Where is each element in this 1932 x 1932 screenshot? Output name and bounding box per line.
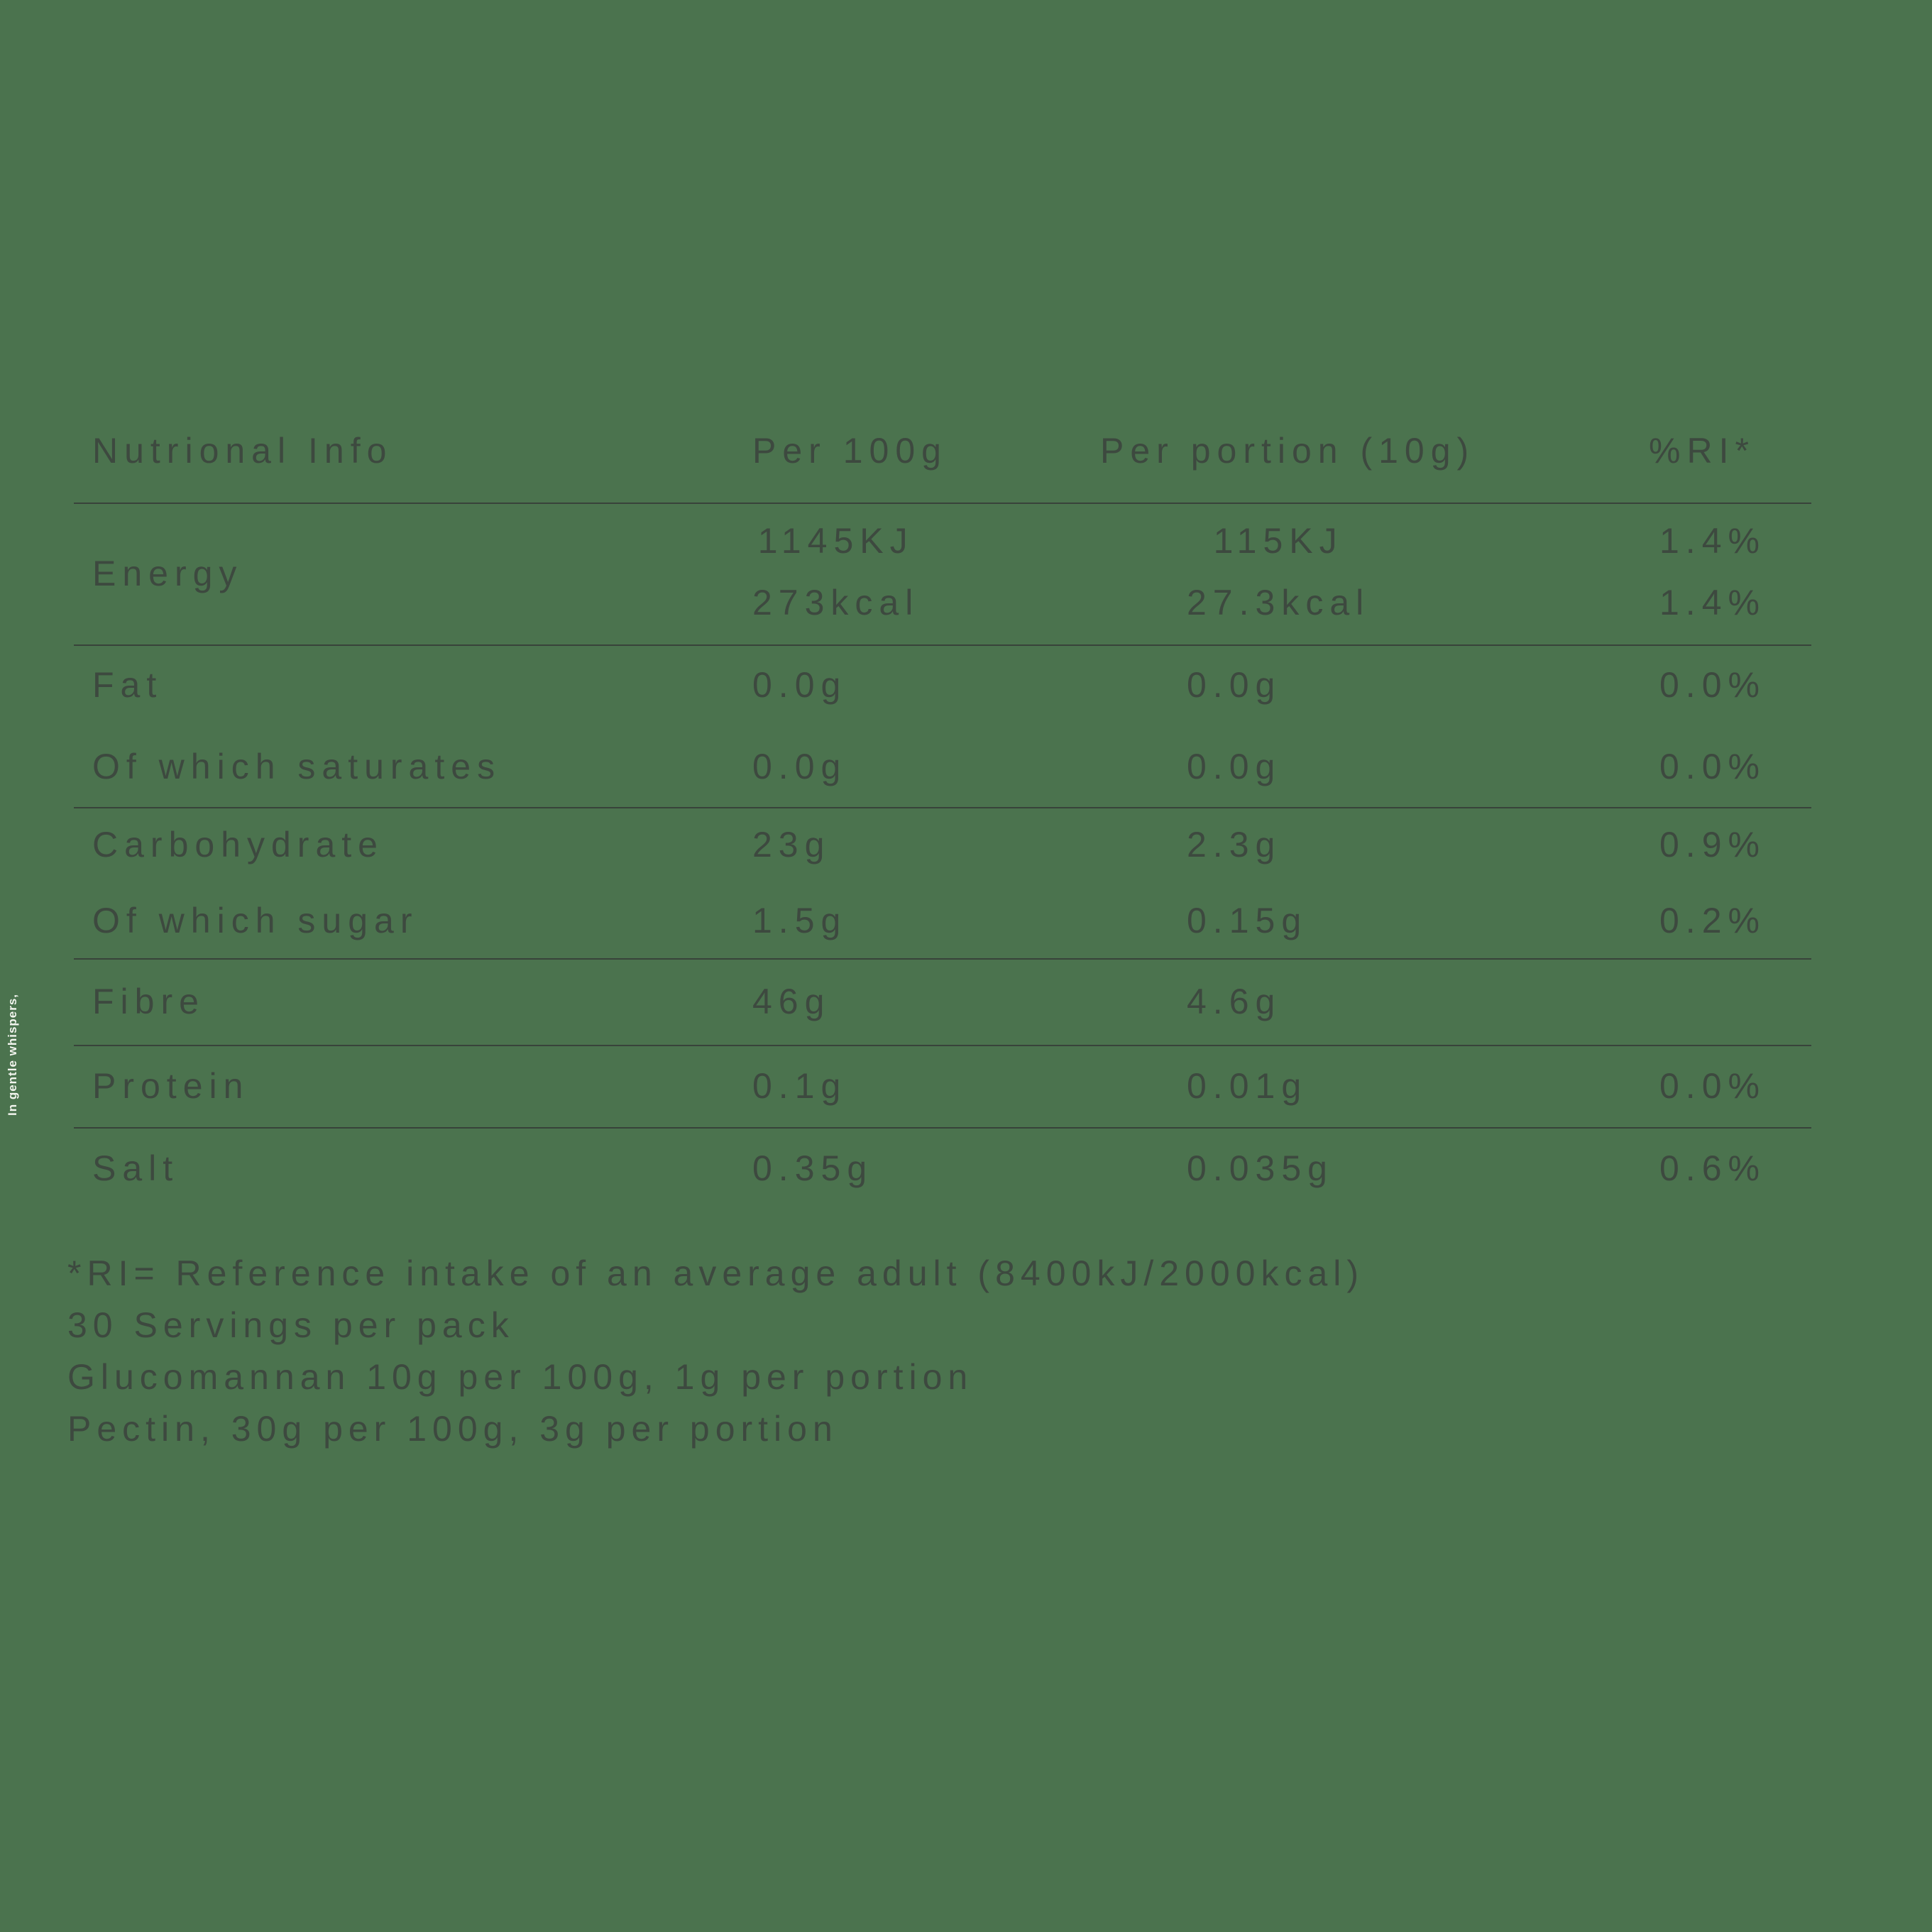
per-portion-value: 0.01g (1187, 1066, 1308, 1106)
ri-value: 0.2% (1659, 900, 1766, 940)
nutrient-label: Salt (92, 1148, 180, 1188)
table-header-row: Nutrional Info Per 100g Per portion (10g… (74, 426, 1811, 504)
per-100g-value-line-2: 273kcal (752, 583, 920, 622)
ri-value: 0.9% (1659, 825, 1766, 865)
table-row: Of which sugar 1.5g 0.15g 0.2% (74, 882, 1811, 960)
footnote-line: 30 Servings per pack (67, 1305, 515, 1345)
table-row: Carbohydrate 23g 2.3g 0.9% (74, 807, 1811, 882)
column-header-per-portion: Per portion (10g) (1100, 431, 1476, 471)
column-header-nutritional-info: Nutrional Info (92, 431, 393, 471)
per-100g-value: 23g (752, 825, 831, 865)
footnote-line: Pectin, 30g per 100g, 3g per portion (67, 1409, 838, 1449)
table-row: Energy 1145KJ 273kcal 115KJ 27.3kcal 1.4% 1.4% (74, 503, 1811, 646)
ri-value: 0.6% (1659, 1148, 1766, 1188)
per-portion-value: 115KJ 27.3kcal (1187, 503, 1370, 652)
column-header-ri: %RI* (1649, 431, 1755, 471)
per-100g-value: 46g (752, 982, 831, 1021)
nutrient-label: Of which saturates (92, 746, 502, 786)
ri-value-line-1: 1.4% (1659, 521, 1766, 561)
ri-value: 1.4% 1.4% (1659, 503, 1766, 652)
ri-value: 0.0% (1659, 746, 1766, 786)
nutrient-label: Fibre (92, 982, 205, 1021)
per-100g-value: 0.1g (752, 1066, 847, 1106)
per-portion-value: 4.6g (1187, 982, 1282, 1021)
per-portion-value: 0.15g (1187, 900, 1308, 940)
nutrient-label: Of which sugar (92, 900, 419, 940)
nutrient-label: Energy (92, 554, 243, 593)
per-100g-value: 1.5g (752, 900, 847, 940)
table-row: Fat 0.0g 0.0g 0.0% (74, 644, 1811, 725)
table-row: Protein 0.1g 0.01g 0.0% (74, 1045, 1811, 1129)
per-portion-value: 0.0g (1187, 665, 1282, 705)
side-note-vertical-text: In gentle whispers, (6, 993, 19, 1116)
per-100g-value: 1145KJ 273kcal (752, 503, 919, 652)
ri-value: 0.0% (1659, 1066, 1766, 1106)
per-100g-value-line-1: 1145KJ (757, 521, 914, 561)
nutrient-label: Fat (92, 665, 163, 705)
per-portion-value-line-1: 115KJ (1213, 521, 1344, 561)
per-portion-value: 0.035g (1187, 1148, 1334, 1188)
per-portion-value: 0.0g (1187, 746, 1282, 786)
per-portion-value: 2.3g (1187, 825, 1282, 865)
per-100g-value: 0.0g (752, 665, 847, 705)
footnote-line: Glucomannan 10g per 100g, 1g per portion (67, 1357, 974, 1397)
ri-value: 0.0% (1659, 665, 1766, 705)
table-row: Of which saturates 0.0g 0.0g 0.0% (74, 725, 1811, 808)
per-portion-value-line-2: 27.3kcal (1187, 583, 1371, 622)
table-row: Salt 0.35g 0.035g 0.6% (74, 1127, 1811, 1209)
footnotes: *RI= Reference intake of an average adul… (67, 1248, 1364, 1455)
nutrient-label: Carbohydrate (92, 825, 384, 865)
per-100g-value: 0.35g (752, 1148, 874, 1188)
per-100g-value: 0.0g (752, 746, 847, 786)
nutrient-label: Protein (92, 1066, 250, 1106)
ri-value-line-2: 1.4% (1659, 583, 1766, 622)
footnote-line: *RI= Reference intake of an average adul… (67, 1253, 1365, 1293)
table-row: Fibre 46g 4.6g (74, 958, 1811, 1046)
column-header-per-100g: Per 100g (752, 431, 948, 471)
